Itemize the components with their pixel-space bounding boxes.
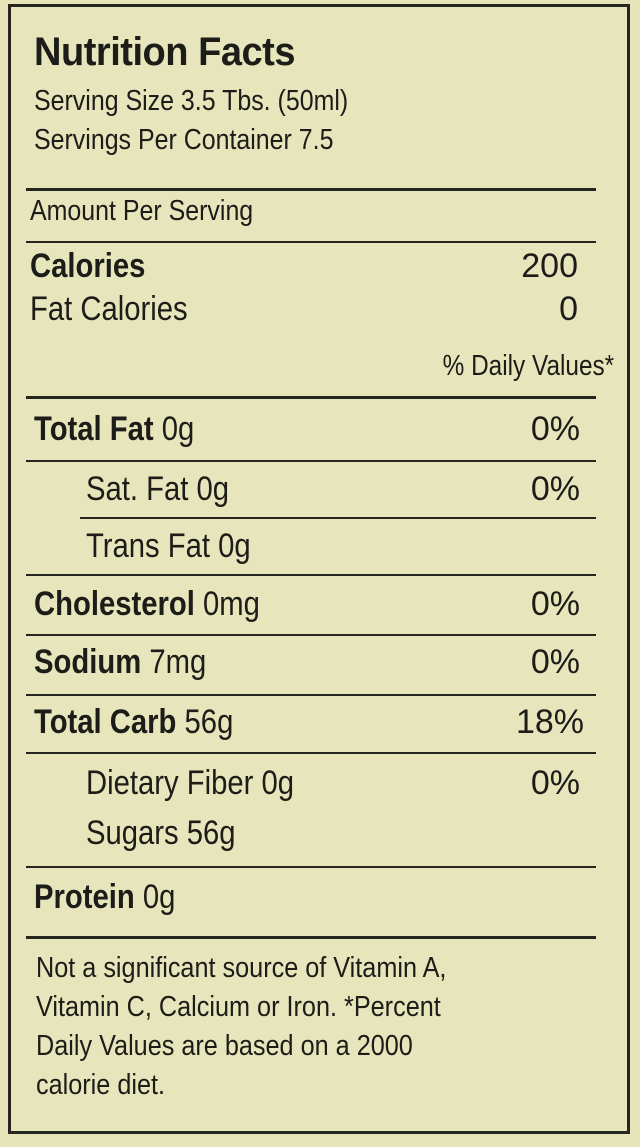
sat-fat-label: Sat. Fat 0g xyxy=(86,470,230,508)
row-divider xyxy=(26,866,596,868)
footnote-line: Not a significant source of Vitamin A, xyxy=(36,952,447,984)
footnote: Not a significant source of Vitamin A, V… xyxy=(36,949,508,1105)
row-divider xyxy=(26,460,596,462)
daily-values-divider xyxy=(26,396,596,399)
sat-fat-dv: 0% xyxy=(530,470,580,508)
cholesterol-dv: 0% xyxy=(530,585,580,623)
footnote-line: Vitamin C, Calcium or Iron. *Percent xyxy=(36,991,441,1023)
row-divider xyxy=(26,574,596,576)
serving-size: Serving Size 3.5 Tbs. (50ml) xyxy=(34,85,349,117)
nutrition-facts-label xyxy=(8,4,630,1134)
trans-fat-label: Trans Fat 0g xyxy=(86,527,251,565)
total-fat-label: Total Fat 0g xyxy=(34,410,195,448)
row-divider xyxy=(80,517,596,519)
total-carb-label: Total Carb 56g xyxy=(34,703,234,741)
footnote-divider xyxy=(26,936,596,939)
total-carb-dv: 18% xyxy=(515,703,584,741)
dietary-fiber-label: Dietary Fiber 0g xyxy=(86,764,295,802)
row-divider xyxy=(26,694,596,696)
fat-calories-value: 0 xyxy=(559,290,578,328)
calories-value: 200 xyxy=(521,247,578,285)
footnote-line: Daily Values are based on a 2000 xyxy=(36,1030,413,1062)
servings-per-container: Servings Per Container 7.5 xyxy=(34,124,334,156)
amount-divider xyxy=(26,241,596,243)
cholesterol-label: Cholesterol 0mg xyxy=(34,585,260,623)
footnote-line: calorie diet. xyxy=(36,1069,166,1101)
total-fat-dv: 0% xyxy=(530,410,580,448)
dietary-fiber-dv: 0% xyxy=(530,764,580,802)
daily-values-header: % Daily Values* xyxy=(442,350,614,382)
sodium-label: Sodium 7mg xyxy=(34,643,207,681)
sugars-label: Sugars 56g xyxy=(86,814,236,852)
calories-label: Calories xyxy=(30,247,146,285)
label-title: Nutrition Facts xyxy=(34,30,295,74)
amount-per-serving: Amount Per Serving xyxy=(30,195,254,227)
row-divider xyxy=(26,752,596,754)
protein-label: Protein 0g xyxy=(34,878,176,916)
fat-calories-label: Fat Calories xyxy=(30,290,188,328)
row-divider xyxy=(26,634,596,636)
sodium-dv: 0% xyxy=(530,643,580,681)
header-divider xyxy=(26,188,596,191)
